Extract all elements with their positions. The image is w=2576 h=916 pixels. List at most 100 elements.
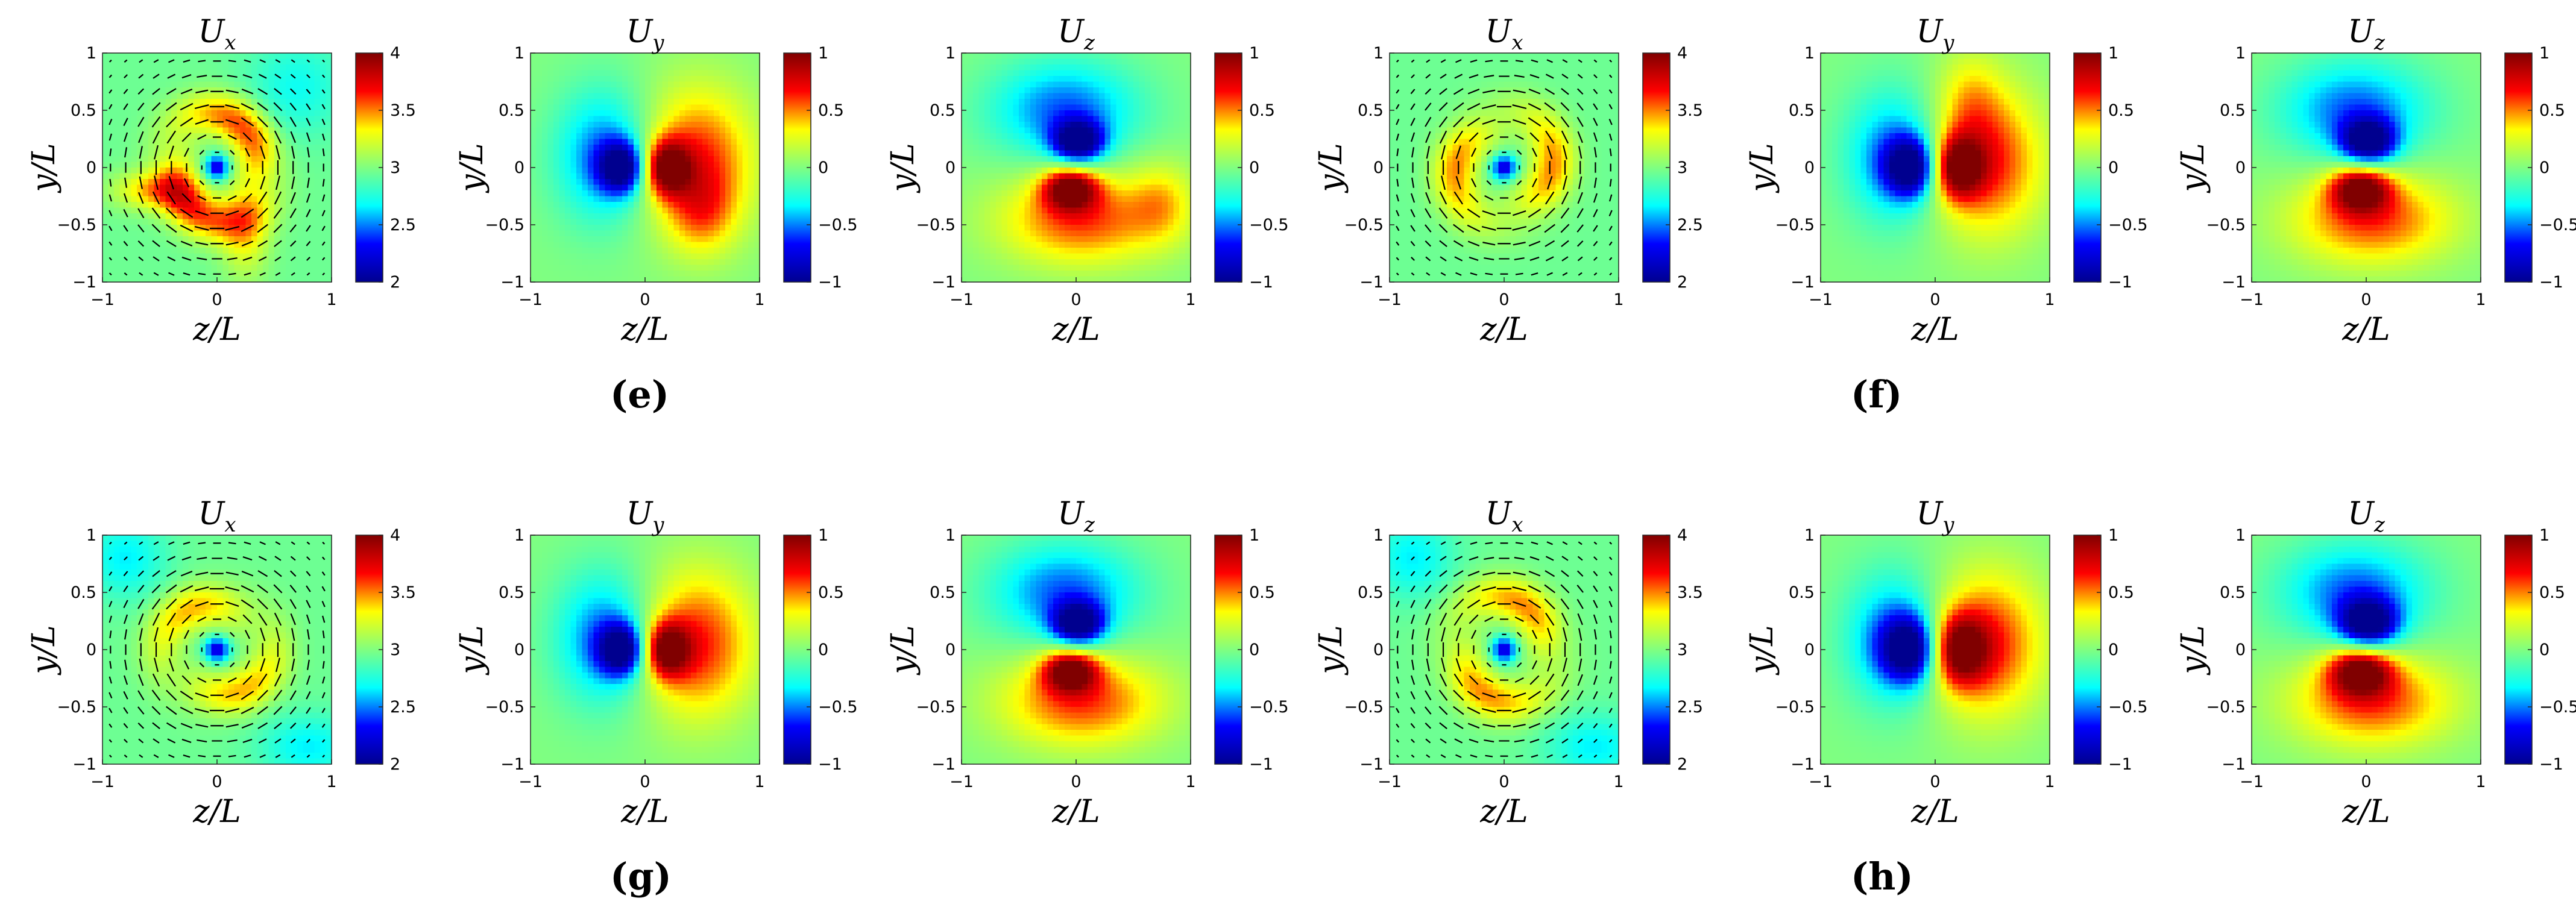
plot-0-arrow bbox=[274, 240, 282, 247]
plot-2-cell bbox=[1127, 179, 1134, 186]
plot-2-cell bbox=[1065, 150, 1071, 157]
plot-2-cell bbox=[1047, 87, 1054, 94]
plot-0-cell bbox=[309, 53, 315, 60]
plot-0-cell bbox=[102, 213, 109, 220]
plot-1-cell bbox=[702, 259, 709, 266]
plot-2-cell bbox=[1065, 179, 1071, 186]
plot-0-cell bbox=[148, 253, 155, 260]
plot-2-cell bbox=[1065, 168, 1071, 174]
plot-1-cell bbox=[639, 253, 646, 260]
plot-2-cell bbox=[1007, 145, 1014, 151]
plot-0-cell bbox=[177, 70, 183, 77]
plot-2-cell bbox=[1150, 93, 1157, 99]
plot-2-cell bbox=[1076, 225, 1083, 231]
plot-0-cell bbox=[245, 116, 252, 122]
plot-0-arrow bbox=[109, 210, 113, 216]
plot-0-cell bbox=[257, 156, 263, 163]
plot-1-cell bbox=[565, 76, 572, 83]
plot-2-cell bbox=[1145, 76, 1151, 83]
plot-2-cell bbox=[1001, 145, 1008, 151]
plot-0-arrow bbox=[306, 177, 310, 188]
plot-2-cell bbox=[1168, 242, 1174, 248]
plot-1-cell bbox=[599, 81, 606, 88]
plot-2-cell bbox=[1024, 110, 1031, 117]
plot-2-cell bbox=[1116, 265, 1123, 271]
plot-0-cell bbox=[211, 184, 218, 191]
plot-0-arrow bbox=[138, 74, 144, 79]
plot-0-cell bbox=[268, 64, 275, 71]
plot-0-cell bbox=[188, 145, 195, 151]
plot-1-cell bbox=[719, 253, 726, 260]
plot-0-cell bbox=[165, 242, 172, 248]
plot-1-cell bbox=[696, 145, 703, 151]
plot-0-arrow bbox=[123, 103, 128, 110]
plot-0-cell bbox=[137, 248, 143, 254]
plot-1-cell bbox=[702, 202, 709, 209]
plot-1-cell bbox=[588, 236, 594, 243]
plot-0-cell bbox=[234, 219, 241, 225]
plot-1-cell bbox=[582, 168, 588, 174]
plot-2-cell bbox=[1099, 196, 1106, 202]
plot-1-cell bbox=[576, 259, 583, 266]
plot-1-cell bbox=[588, 184, 594, 191]
plot-0-cell bbox=[303, 64, 309, 71]
plot-0-cell bbox=[137, 139, 143, 145]
plot-1-cell bbox=[702, 184, 709, 191]
plot-1-cell bbox=[725, 76, 732, 83]
plot-1-cell bbox=[657, 242, 663, 248]
plot-0-cell bbox=[251, 259, 258, 266]
plot-2-cell bbox=[1104, 156, 1111, 163]
plot-0-cell bbox=[114, 53, 121, 60]
plot-2-cell bbox=[1065, 271, 1071, 277]
plot-1-cell bbox=[748, 99, 755, 105]
plot-2-cell bbox=[1007, 110, 1014, 117]
plot-0-cell bbox=[257, 139, 263, 145]
plot-0-cell bbox=[131, 110, 137, 117]
plot-1-cell bbox=[605, 53, 611, 60]
plot-1-cell bbox=[685, 213, 691, 220]
plot-0-arrow bbox=[225, 225, 240, 231]
plot-0-arrow bbox=[306, 147, 310, 158]
plot-2-cell bbox=[1024, 225, 1031, 231]
plot-1-cell bbox=[536, 58, 543, 65]
plot-2-cell bbox=[1127, 276, 1134, 283]
plot-1-cell bbox=[685, 271, 691, 277]
plot-0-cell bbox=[206, 179, 212, 186]
plot-0-cell bbox=[251, 253, 258, 260]
plot-0-cell bbox=[165, 196, 172, 202]
plot-0-arrow bbox=[306, 240, 311, 246]
plot-1-cell bbox=[725, 236, 732, 243]
plot-0-cell bbox=[280, 99, 286, 105]
plot-0-cell bbox=[154, 127, 160, 134]
plot-2-cell bbox=[1133, 64, 1140, 71]
plot-2-cell bbox=[1007, 225, 1014, 231]
plot-1-cell bbox=[679, 179, 686, 186]
plot-1-cell bbox=[662, 225, 669, 231]
plot-2-cell bbox=[1168, 248, 1174, 254]
plot-2-cell bbox=[990, 87, 997, 94]
plot-2-cell bbox=[1007, 76, 1014, 83]
plot-0-arrow bbox=[289, 102, 297, 111]
plot-2-cell bbox=[1036, 64, 1042, 71]
plot-1-cell bbox=[634, 145, 640, 151]
plot-1-cell bbox=[582, 53, 588, 60]
plot-0-cell bbox=[314, 127, 321, 134]
plot-1-cell bbox=[691, 58, 698, 65]
plot-2-cell bbox=[1036, 87, 1042, 94]
plot-1-cell bbox=[570, 87, 577, 94]
plot-1-cell bbox=[731, 139, 737, 145]
plot-0-cell bbox=[200, 236, 206, 243]
plot-1-cell bbox=[662, 53, 669, 60]
plot-1-cell bbox=[542, 190, 549, 197]
plot-2-cell bbox=[973, 58, 980, 65]
plot-1-cell bbox=[639, 64, 646, 71]
plot-0-cell bbox=[188, 219, 195, 225]
plot-2-cell bbox=[978, 271, 985, 277]
plot-0-cell bbox=[148, 122, 155, 128]
plot-0-cell bbox=[268, 116, 275, 122]
plot-2-cell bbox=[1127, 116, 1134, 122]
plot-2-cell bbox=[1030, 110, 1037, 117]
plot-0-cell bbox=[131, 276, 137, 283]
plot-0-cell bbox=[177, 168, 183, 174]
plot-0-cell bbox=[194, 242, 201, 248]
